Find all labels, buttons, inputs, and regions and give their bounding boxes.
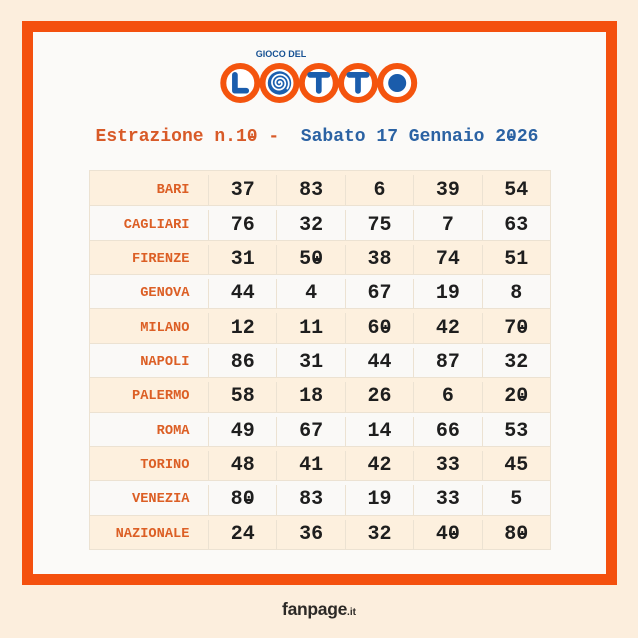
svg-text:GIOCO DEL: GIOCO DEL bbox=[256, 49, 307, 59]
